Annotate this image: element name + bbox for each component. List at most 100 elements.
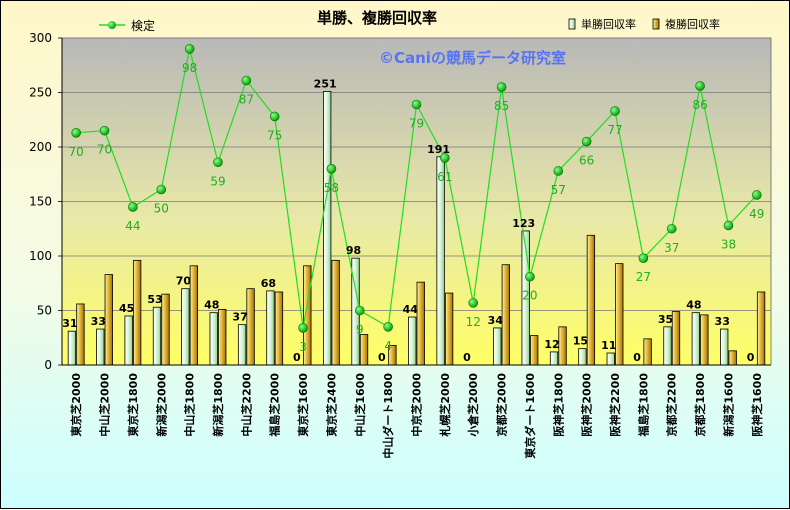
test-value-label: 70 xyxy=(69,145,84,159)
y-tick-label: 100 xyxy=(29,249,52,263)
win-value-label: 12 xyxy=(544,338,559,351)
bar-place xyxy=(728,350,737,366)
test-point xyxy=(269,111,280,122)
test-point xyxy=(610,106,620,116)
bar-place xyxy=(558,326,567,366)
legend-swatch-place xyxy=(652,18,660,30)
test-point xyxy=(723,220,734,231)
bar-place xyxy=(615,263,624,366)
test-point xyxy=(468,298,479,308)
test-point xyxy=(71,128,81,138)
test-point xyxy=(213,157,223,168)
bar-win xyxy=(181,288,190,366)
test-value-label: 75 xyxy=(267,128,282,142)
win-value-label: 251 xyxy=(314,77,337,90)
bar-place xyxy=(501,264,510,366)
test-point xyxy=(553,166,564,176)
bar-place xyxy=(189,265,199,366)
win-value-label: 53 xyxy=(147,293,162,306)
y-tick-label: 0 xyxy=(44,358,52,372)
bar-place xyxy=(76,303,85,366)
bar-place xyxy=(132,259,142,366)
bar-win xyxy=(691,312,700,366)
test-point xyxy=(496,82,507,92)
test-value-label: 27 xyxy=(636,270,651,284)
win-value-label: 45 xyxy=(119,302,134,315)
bar-win xyxy=(323,91,332,366)
test-value-label: 85 xyxy=(494,99,509,113)
test-point xyxy=(752,190,762,200)
bar-place xyxy=(104,274,113,366)
bar-win xyxy=(408,316,417,366)
test-value-label: 61 xyxy=(437,170,452,184)
win-value-label: 0 xyxy=(747,351,755,364)
x-tick-label: 小倉芝2000 xyxy=(466,373,480,438)
bar-win xyxy=(152,306,162,366)
bar-win xyxy=(549,351,559,366)
test-point xyxy=(695,81,705,91)
test-point xyxy=(298,323,308,333)
x-tick-label: 新潟芝1600 xyxy=(721,373,735,437)
test-value-label: 57 xyxy=(551,183,566,197)
x-tick-label: 福島芝1800 xyxy=(636,373,650,438)
test-point xyxy=(581,136,592,147)
bar-place xyxy=(331,259,340,366)
x-tick-label: 阪神芝1600 xyxy=(750,373,764,437)
bar-place xyxy=(246,288,255,366)
bar-place xyxy=(756,291,766,366)
y-tick-label: 150 xyxy=(29,195,52,209)
win-value-label: 68 xyxy=(261,277,276,290)
test-value-label: 9 xyxy=(356,323,364,337)
win-value-label: 34 xyxy=(488,314,504,327)
x-tick-label: 東京ダート1600 xyxy=(523,373,537,459)
test-value-label: 66 xyxy=(579,154,594,168)
x-tick-label: 中山芝2200 xyxy=(239,373,253,437)
test-line xyxy=(71,44,762,333)
win-value-label: 11 xyxy=(601,339,616,352)
win-value-label: 35 xyxy=(658,313,673,326)
bar-place xyxy=(643,338,652,366)
win-value-label: 15 xyxy=(573,335,588,348)
test-value-label: 12 xyxy=(466,315,481,329)
legend-label-test: 検定 xyxy=(131,18,155,33)
test-point xyxy=(354,305,365,316)
test-value-label: 86 xyxy=(692,98,707,112)
test-value-label: 49 xyxy=(749,207,764,221)
x-tick-label: 京都芝2000 xyxy=(495,373,509,437)
x-tick-label: 東京芝1600 xyxy=(296,373,310,437)
legend: 検定 単勝回収率 複勝回収率 xyxy=(99,17,720,33)
bar-place xyxy=(416,281,425,366)
win-value-label: 37 xyxy=(232,311,247,324)
test-point xyxy=(156,184,167,195)
test-point xyxy=(666,223,677,234)
test-value-label: 58 xyxy=(324,181,339,195)
x-tick-label: 東京芝2400 xyxy=(324,373,338,437)
test-value-label: 50 xyxy=(154,202,169,216)
test-value-label: 59 xyxy=(210,174,225,188)
watermark: ©Caniの競馬データ研究室 xyxy=(379,49,566,67)
win-value-label: 0 xyxy=(293,351,301,364)
test-value-label: 37 xyxy=(664,241,679,255)
y-tick-label: 250 xyxy=(29,86,52,100)
test-value-label: 4 xyxy=(384,339,392,353)
x-tick-label: 中山芝2000 xyxy=(98,373,112,437)
test-value-label: 38 xyxy=(721,237,736,251)
test-value-label: 77 xyxy=(607,123,622,137)
y-tick-label: 200 xyxy=(29,140,52,154)
x-tick-label: 阪神芝2200 xyxy=(608,373,622,437)
bar-win xyxy=(493,327,502,366)
legend-label-win: 単勝回収率 xyxy=(581,17,636,31)
x-tick-label: 福島芝2000 xyxy=(268,373,282,438)
bar-place xyxy=(218,309,227,366)
test-value-label: 79 xyxy=(409,116,424,130)
win-value-label: 70 xyxy=(176,275,192,288)
bar-place xyxy=(359,334,369,366)
chart-title: 単勝、複勝回収率 xyxy=(317,9,437,27)
bar-place xyxy=(161,293,170,366)
win-value-label: 31 xyxy=(62,317,77,330)
test-point xyxy=(99,125,110,136)
bar-place xyxy=(586,234,596,366)
